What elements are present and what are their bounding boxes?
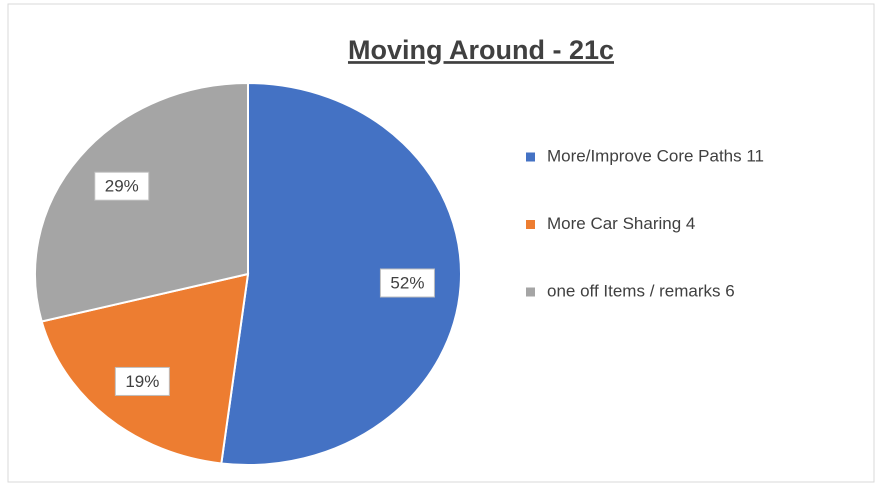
- data-label-box: [94, 171, 150, 201]
- pie-slice: [220, 81, 462, 466]
- data-label-box: [114, 366, 170, 396]
- legend-label: More Car Sharing 4: [547, 214, 695, 233]
- data-label-box: [379, 268, 435, 298]
- legend-swatch: [526, 152, 535, 162]
- data-label: 52%: [390, 273, 424, 292]
- legend-label: one off Items / remarks 6: [547, 281, 735, 300]
- data-label: 19%: [125, 372, 159, 391]
- data-label: 29%: [105, 177, 139, 196]
- legend-swatch: [526, 287, 535, 297]
- legend-label: More/Improve Core Paths 11: [547, 146, 764, 165]
- pie-slice: [34, 81, 249, 323]
- legend-swatch: [526, 220, 535, 229]
- chart-title: Moving Around - 21c: [348, 35, 614, 65]
